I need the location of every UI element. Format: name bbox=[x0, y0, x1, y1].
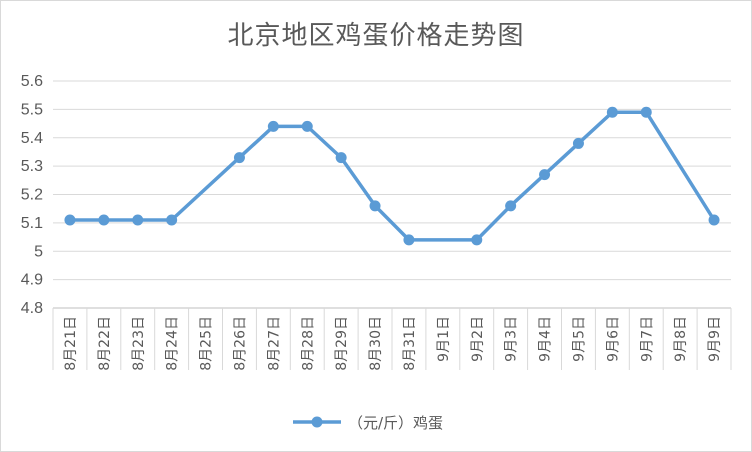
x-tick-label: 9月4日 bbox=[538, 316, 554, 362]
legend-label: （元/斤）鸡蛋 bbox=[348, 414, 443, 432]
y-tick-label: 5 bbox=[34, 243, 43, 260]
x-tick-label: 9月9日 bbox=[707, 316, 723, 362]
x-tick-label: 8月26日 bbox=[232, 316, 248, 371]
x-tick-label: 8月31日 bbox=[402, 316, 418, 371]
x-tick-label: 8月23日 bbox=[131, 316, 147, 371]
y-tick-label: 5.1 bbox=[21, 215, 43, 232]
x-tick-label: 9月5日 bbox=[571, 316, 587, 362]
data-point bbox=[505, 200, 517, 212]
x-tick-label: 8月30日 bbox=[368, 316, 384, 371]
data-point bbox=[403, 234, 415, 246]
data-point bbox=[335, 152, 347, 164]
data-point bbox=[98, 214, 110, 226]
y-tick-label: 5.2 bbox=[21, 187, 43, 204]
x-tick-label: 9月3日 bbox=[504, 316, 520, 362]
legend-marker bbox=[311, 416, 323, 428]
data-point bbox=[572, 137, 584, 149]
x-tick-label: 8月24日 bbox=[165, 316, 181, 371]
data-point bbox=[369, 200, 381, 212]
data-point bbox=[708, 214, 720, 226]
x-tick-label: 9月8日 bbox=[673, 316, 689, 362]
x-tick-label: 8月25日 bbox=[199, 316, 215, 371]
data-point bbox=[640, 106, 652, 118]
y-tick-label: 4.9 bbox=[21, 272, 43, 289]
data-point bbox=[301, 120, 313, 132]
y-tick-label: 5.5 bbox=[21, 101, 43, 118]
x-tick-label: 8月29日 bbox=[334, 316, 350, 371]
x-tick-label: 8月28日 bbox=[300, 316, 316, 371]
data-point bbox=[132, 214, 144, 226]
x-tick-label: 8月21日 bbox=[63, 316, 79, 371]
data-point bbox=[267, 120, 279, 132]
y-tick-label: 5.6 bbox=[21, 73, 43, 90]
x-tick-label: 8月27日 bbox=[266, 316, 282, 371]
y-tick-label: 5.4 bbox=[21, 130, 43, 147]
x-tick-label: 8月22日 bbox=[97, 316, 113, 371]
data-point bbox=[606, 106, 618, 118]
data-point bbox=[539, 169, 551, 181]
x-tick-label: 9月6日 bbox=[605, 316, 621, 362]
x-tick-label: 9月1日 bbox=[436, 316, 452, 362]
data-point bbox=[233, 152, 245, 164]
x-tick-label: 9月2日 bbox=[470, 316, 486, 362]
y-tick-label: 5.3 bbox=[21, 158, 43, 175]
chart-title: 北京地区鸡蛋价格走势图 bbox=[227, 21, 525, 51]
x-tick-label: 9月7日 bbox=[639, 316, 655, 362]
data-point bbox=[471, 234, 483, 246]
data-point bbox=[166, 214, 178, 226]
data-point bbox=[64, 214, 76, 226]
y-tick-label: 4.8 bbox=[21, 300, 43, 317]
